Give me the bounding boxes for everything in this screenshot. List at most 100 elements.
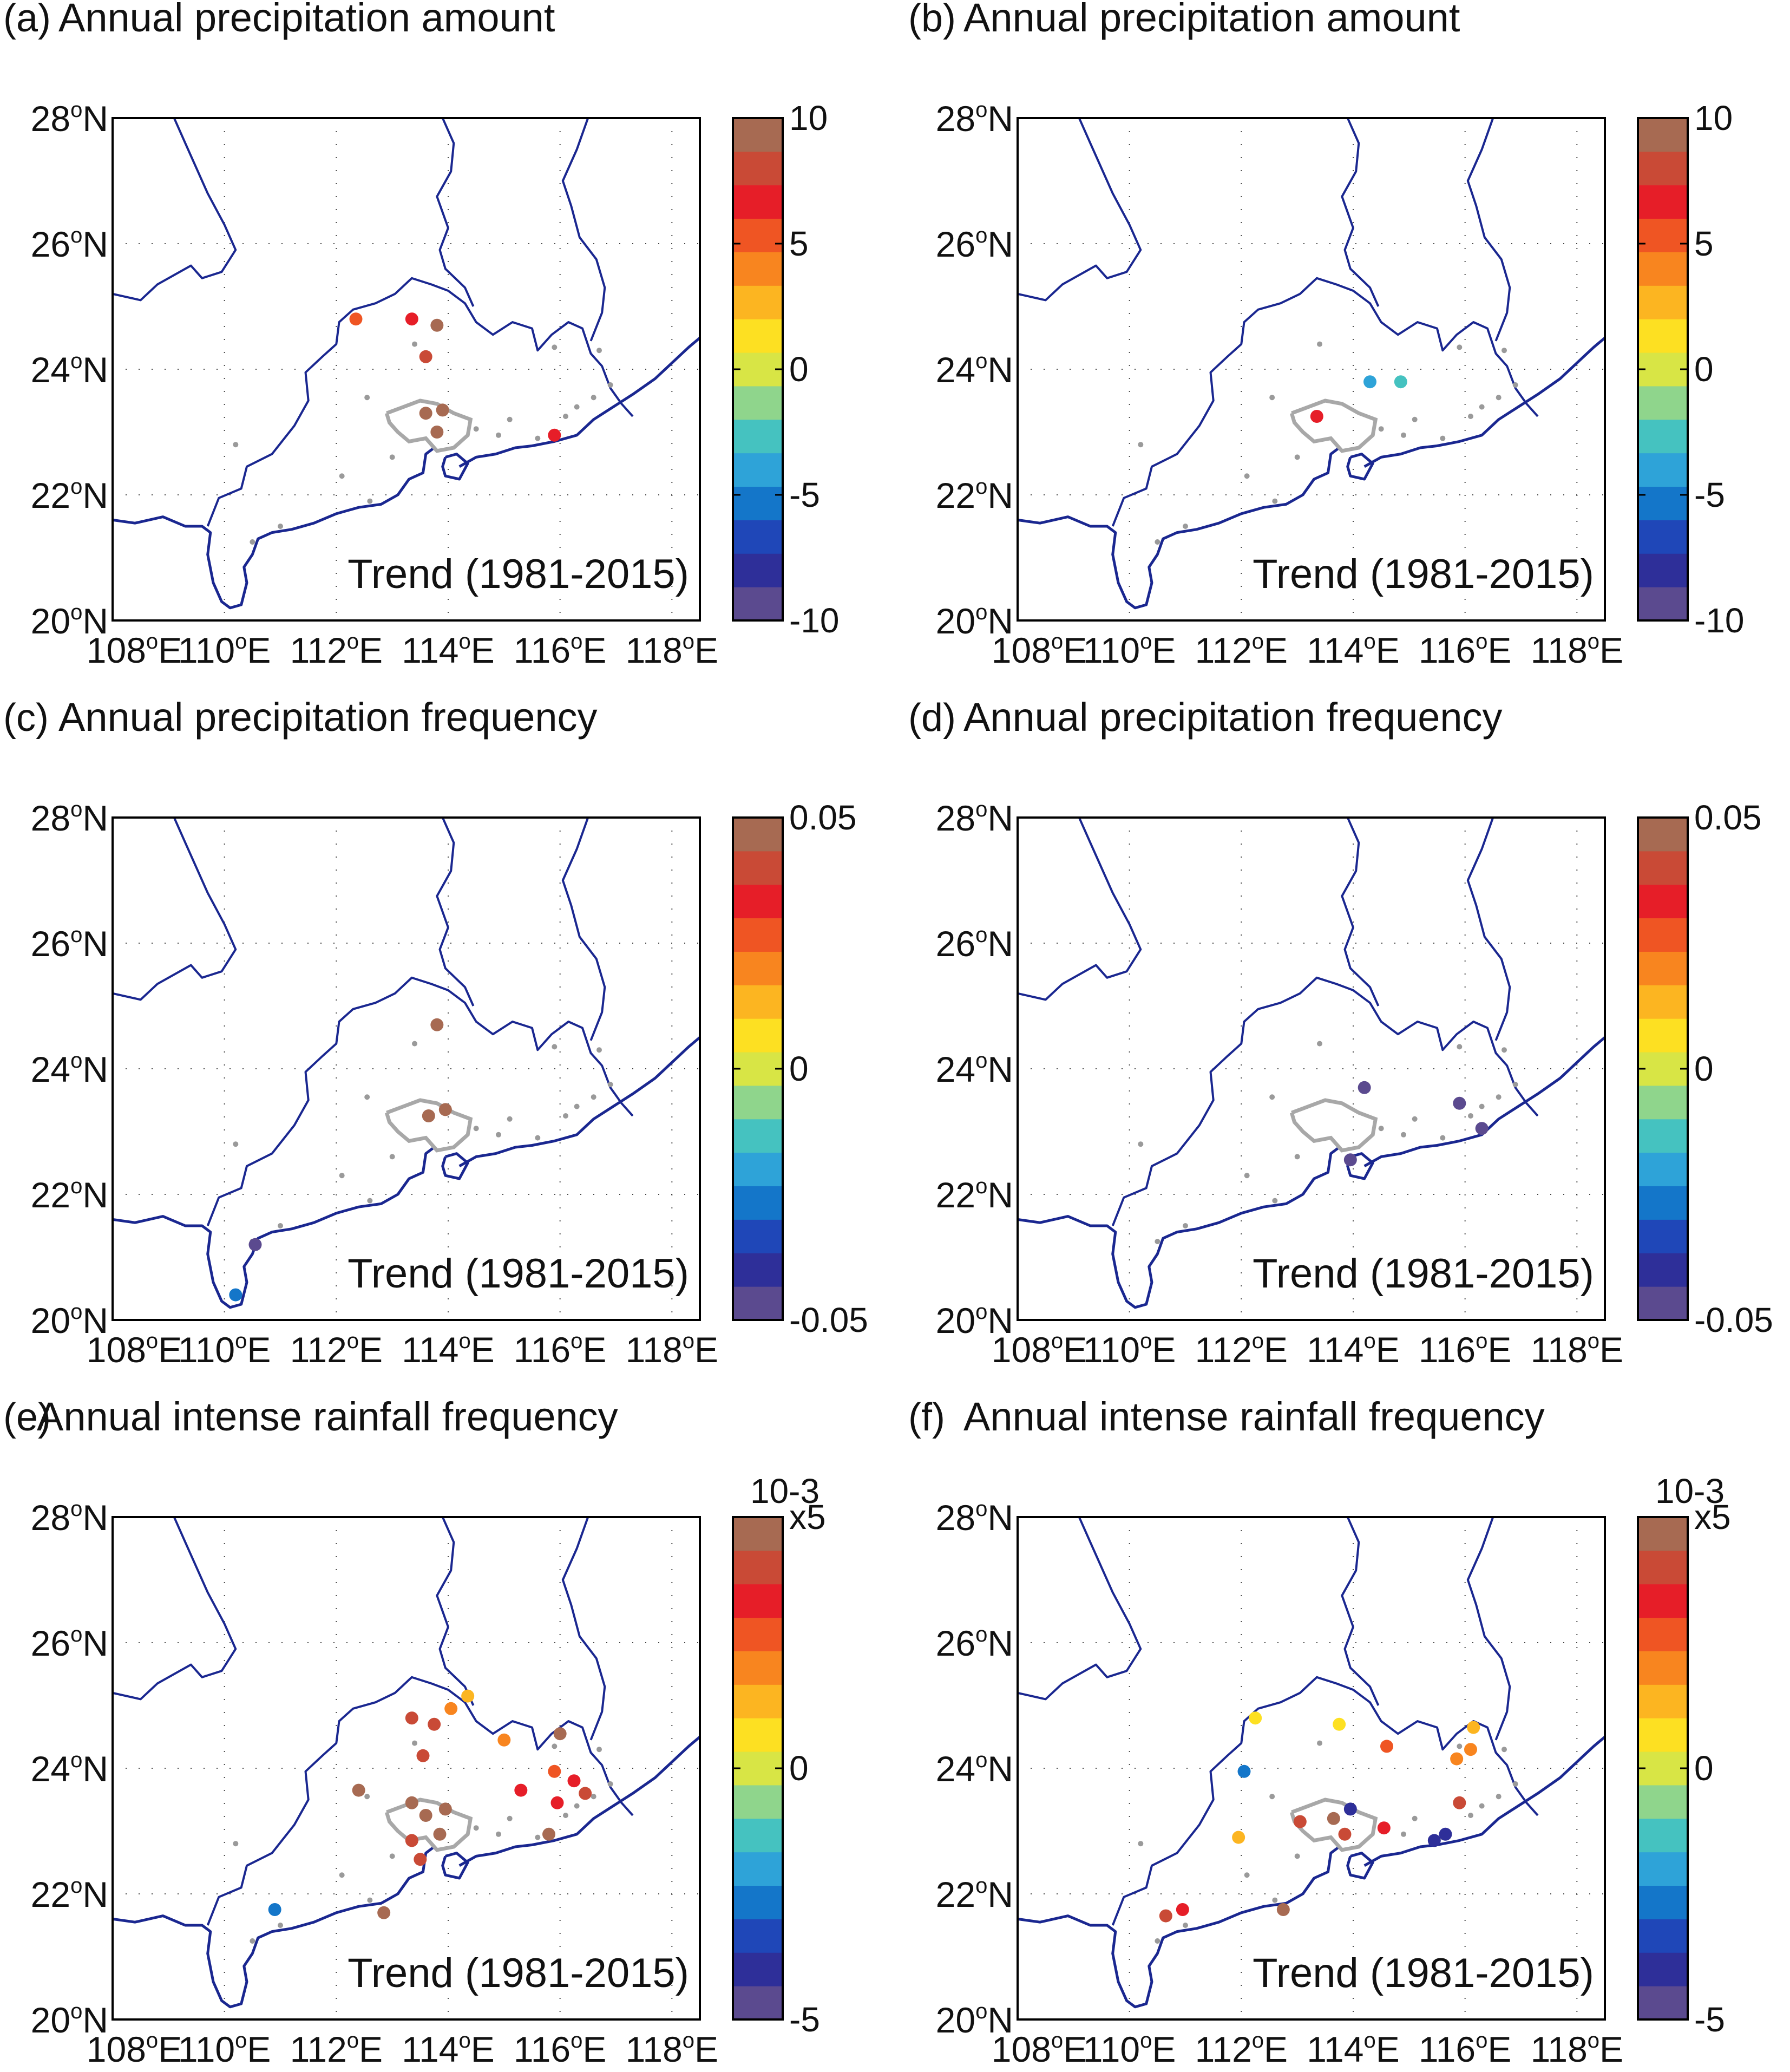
colorbar-segment [733,1119,783,1153]
data-point [438,1802,452,1816]
y-tick-label-value: 24 [31,350,70,390]
y-tick-label-hemisphere: N [82,1623,108,1663]
x-tick-label-degree: o [683,2029,694,2053]
colorbar-segment [733,1517,783,1551]
station-marker-gray [574,1803,580,1809]
y-tick-label-hemisphere: N [987,2000,1013,2040]
colorbar-exponent: 10-3 [750,1472,819,1511]
x-tick-label: 116oE [514,630,607,670]
coastline-east [1363,337,1605,468]
colorbar-segment [733,1253,783,1287]
pearl-river-delta-outline [1289,1098,1378,1153]
x-tick-label-value: 112 [1195,1330,1252,1370]
y-tick-label-degree: o [70,1049,82,1073]
colorbar-segment [1638,1186,1688,1220]
x-tick-label-hemisphere: E [471,630,495,670]
province-border-guangxi [1018,818,1142,1001]
y-tick-label: 22oN [31,475,108,515]
colorbar-segment [1638,1286,1688,1321]
colorbar-segment [733,352,783,387]
y-tick-label-degree: o [975,1874,987,1898]
colorbar-segment [733,1584,783,1618]
x-tick-label-hemisphere: E [1152,2029,1176,2069]
province-border-jiangxi [436,118,475,307]
y-tick-label-degree: o [975,1497,987,1521]
panel-e: (e)Annual intense rainfall frequency Tren… [3,1394,826,2069]
x-tick-label-degree: o [683,1329,694,1353]
hong-kong-outline [441,453,469,481]
coastline-west [113,1845,435,2009]
station-marker-gray [389,454,395,460]
x-tick-label-value: 110 [1083,630,1140,670]
x-tick-label-value: 114 [1307,630,1363,670]
data-point [1333,1717,1346,1731]
x-tick-label-hemisphere: E [1264,2029,1288,2069]
colorbar-segment [1638,185,1688,219]
data-point [419,350,432,363]
y-tick-label: 24oN [936,349,1013,390]
station-marker-gray [250,539,255,545]
station-marker-gray [1269,395,1275,401]
province-border-guangdong [1111,1676,1539,1926]
y-tick-label-degree: o [975,1999,987,2023]
station-marker-gray [1294,454,1300,460]
station-marker-gray [496,1831,501,1837]
colorbar-segment [733,1219,783,1253]
coastline-east [458,1036,700,1167]
colorbar-segment [1638,1550,1688,1585]
coastline-west [113,1146,435,1309]
x-tick-label-value: 116 [1419,2029,1476,2069]
data-point [430,318,444,332]
y-tick-label: 20oN [936,1999,1013,2040]
station-marker-gray [1512,1082,1518,1087]
y-tick-label-value: 28 [31,1498,70,1538]
colorbar-segment [1638,1651,1688,1685]
station-marker-gray [1468,1113,1473,1119]
y-tick-label-hemisphere: N [987,1300,1013,1341]
colorbar-tick-label: 0 [789,1049,809,1088]
x-tick-label-hemisphere: E [1599,1330,1623,1370]
colorbar-tick-label: 0 [789,1749,809,1788]
hong-kong-outline [1346,453,1374,481]
station-marker-gray [339,473,345,479]
x-tick-label: 112oE [1195,1329,1288,1370]
colorbar-segment [733,385,783,420]
y-tick-label-value: 26 [936,224,975,264]
station-marker-gray [1440,1135,1446,1141]
panel-tag: (a) [3,0,51,40]
y-tick-label-value: 26 [31,924,70,964]
x-tick-label-degree: o [458,630,470,653]
x-tick-label-degree: o [1476,1329,1487,1353]
station-marker-gray [1468,414,1473,419]
x-tick-label-hemisphere: E [471,2029,495,2069]
x-tick-label-value: 108 [992,630,1051,670]
y-tick-label: 28oN [936,98,1013,139]
colorbar-segment [1638,1852,1688,1886]
y-tick-label: 24oN [936,1748,1013,1789]
station-marker-gray [552,344,558,350]
colorbar-segment [733,1186,783,1220]
station-marker-gray [1501,348,1507,354]
colorbar-segment [733,1751,783,1786]
map-frame [1017,816,1606,1321]
data-point [1293,1815,1307,1828]
y-tick-label: 24oN [31,349,108,390]
x-tick-label-degree: o [1252,630,1264,653]
colorbar-segment [1638,1052,1688,1086]
station-marker-gray [596,348,602,354]
x-tick-label: 110oE [178,1329,271,1370]
x-tick-label-hemisphere: E [1487,630,1511,670]
colorbar-segment [1638,285,1688,319]
y-tick-label: 26oN [936,1623,1013,1663]
province-border-guangdong [1111,976,1539,1226]
data-point [405,1796,418,1809]
station-marker-gray [591,1794,596,1800]
x-tick-label: 118oE [1531,630,1624,670]
colorbar-tick-label: 0 [1694,350,1714,389]
data-point [579,1787,592,1800]
x-tick-label-hemisphere: E [359,2029,383,2069]
coastline-east [1363,1036,1605,1167]
x-tick-label-degree: o [235,1329,247,1353]
province-border-jiangxi [436,818,475,1006]
colorbar-segment [733,486,783,520]
